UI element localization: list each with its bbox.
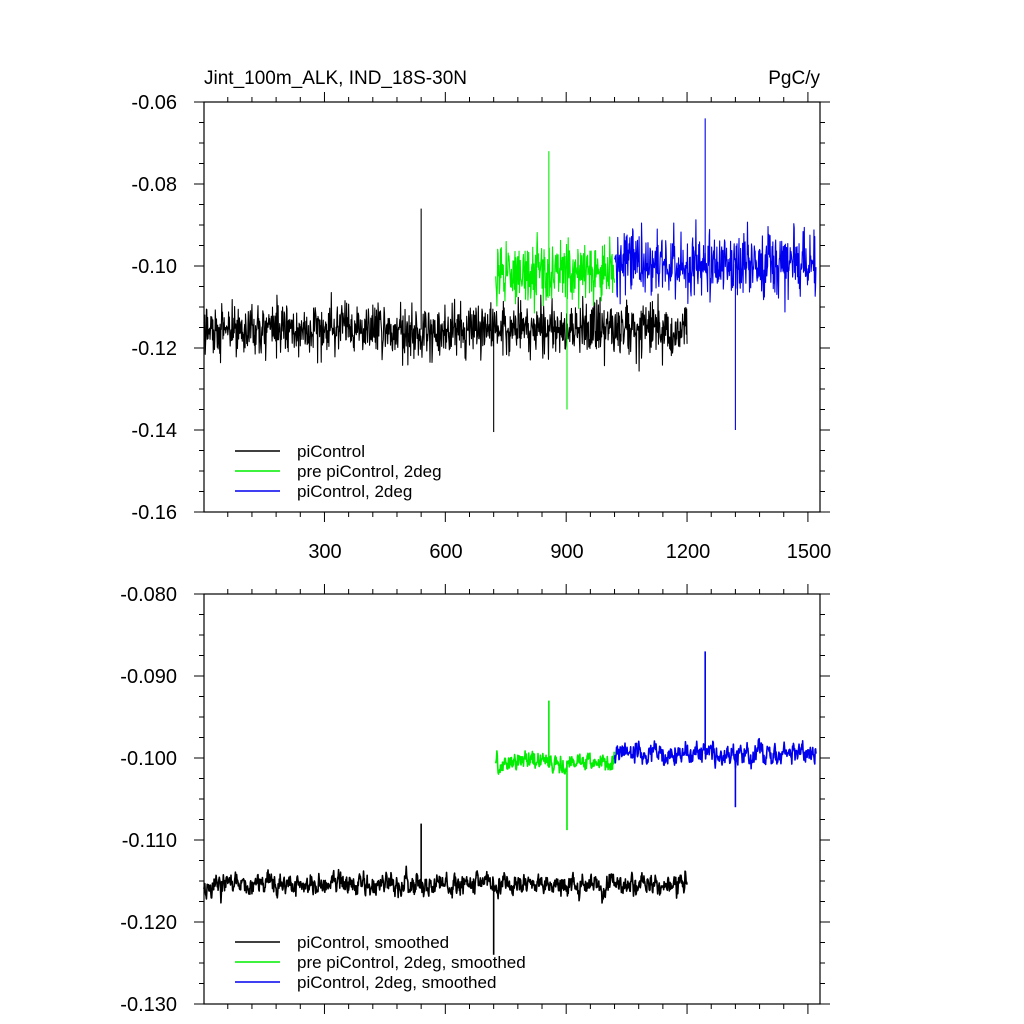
top-series-group bbox=[203, 118, 817, 433]
top-ytick-label: -0.10 bbox=[131, 256, 177, 278]
top-legend: piControl pre piControl, 2deg piControl,… bbox=[235, 442, 442, 501]
top-ytick-label: -0.14 bbox=[131, 420, 177, 442]
series-line-picontrol-smoothed bbox=[203, 865, 688, 904]
bottom-panel: -0.130 -0.120 -0.110 -0.100 -0.090 -0.08… bbox=[120, 584, 830, 1016]
top-axis-ticks bbox=[194, 92, 830, 522]
top-xtick-label: 600 bbox=[429, 541, 462, 563]
top-xtick-label: 1200 bbox=[666, 541, 711, 563]
bottom-ytick-label: -0.100 bbox=[120, 748, 177, 770]
top-chart-units: PgC/y bbox=[768, 68, 820, 89]
top-ytick-label: -0.08 bbox=[131, 174, 177, 196]
bottom-ytick-label: -0.090 bbox=[120, 666, 177, 688]
legend-label-picontrol-2deg-smoothed: piControl, 2deg, smoothed bbox=[297, 973, 496, 992]
bottom-ytick-label: -0.120 bbox=[120, 912, 177, 934]
series-line-picontrol bbox=[203, 292, 688, 372]
series-line-picontrol-2deg bbox=[614, 219, 817, 313]
top-xtick-label: 300 bbox=[308, 541, 341, 563]
bottom-ytick-label: -0.130 bbox=[120, 994, 177, 1016]
series-line-pre-picontrol-2deg bbox=[495, 231, 616, 314]
series-line-picontrol-2deg-smoothed bbox=[613, 737, 817, 770]
top-ytick-label: -0.16 bbox=[131, 502, 177, 524]
series-line-pre-picontrol-2deg-smoothed bbox=[494, 750, 616, 775]
bottom-ytick-label: -0.110 bbox=[122, 830, 177, 852]
bottom-legend: piControl, smoothed pre piControl, 2deg,… bbox=[235, 933, 526, 992]
top-xtick-label: 900 bbox=[550, 541, 583, 563]
legend-label-pre-picontrol-2deg: pre piControl, 2deg bbox=[297, 462, 442, 481]
bottom-axis-ticks bbox=[194, 584, 830, 1014]
legend-label-pre-picontrol-2deg-smoothed: pre piControl, 2deg, smoothed bbox=[297, 953, 526, 972]
top-panel: Jint_100m_ALK, IND_18S-30N PgC/y -0.16 -… bbox=[131, 68, 831, 563]
legend-label-picontrol-2deg: piControl, 2deg bbox=[297, 482, 412, 501]
legend-label-picontrol-smoothed: piControl, smoothed bbox=[297, 933, 449, 952]
bottom-ytick-label: -0.080 bbox=[120, 584, 177, 606]
top-chart-title: Jint_100m_ALK, IND_18S-30N bbox=[204, 68, 467, 89]
top-ytick-label: -0.12 bbox=[131, 338, 177, 360]
bottom-series-group bbox=[203, 651, 817, 955]
legend-label-picontrol: piControl bbox=[297, 442, 365, 461]
top-ytick-label: -0.06 bbox=[131, 92, 177, 114]
top-xtick-label: 1500 bbox=[787, 541, 832, 563]
